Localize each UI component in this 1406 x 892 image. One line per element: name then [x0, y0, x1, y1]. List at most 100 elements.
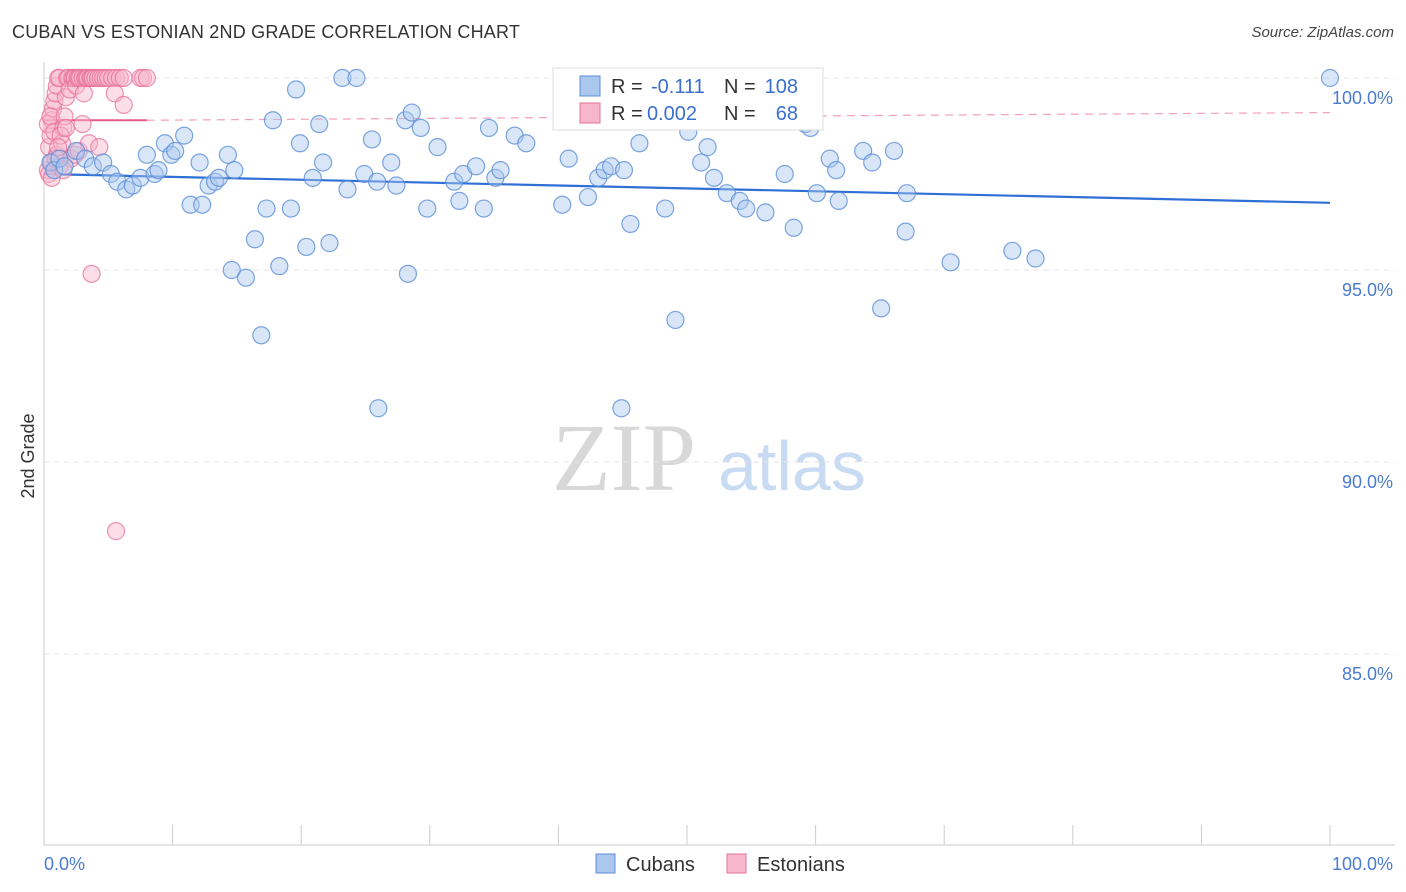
cubans-point-61: [466, 157, 486, 176]
cubans-point-94: [829, 191, 848, 210]
estonians-point-64: [82, 264, 101, 283]
x-tick-label-max: 100.0%: [1332, 854, 1393, 874]
estonians-point-59: [73, 114, 92, 134]
cubans-point-105: [1320, 68, 1340, 88]
cubans-point-28: [222, 260, 241, 280]
cubans-point-76: [621, 214, 640, 234]
stats-swatch-cubans: [579, 75, 601, 97]
chart-title: CUBAN VS ESTONIAN 2ND GRADE CORRELATION …: [12, 22, 521, 42]
estonians-point-63: [114, 95, 133, 114]
estonians-point-31: [74, 84, 93, 103]
estonians-point-66: [49, 138, 68, 157]
source-label: Source: ZipAtlas.com: [1251, 24, 1394, 41]
cubans-point-97: [863, 153, 882, 172]
grid-lines: [44, 77, 1395, 655]
cubans-point-77: [630, 134, 649, 153]
cubans-point-40: [310, 114, 329, 134]
cubans-point-89: [784, 218, 803, 237]
estonians-point-55: [56, 118, 75, 138]
cubans-point-33: [263, 111, 283, 130]
stats-swatch-estonians: [579, 102, 601, 124]
stats-r-label-cubans: R =: [611, 76, 643, 98]
cubans-point-37: [290, 134, 310, 153]
cubans-point-16: [155, 134, 174, 153]
estonians-point-18: [55, 107, 74, 126]
watermark-zip: ZIP: [552, 404, 696, 511]
estonians-point-61: [90, 138, 109, 157]
cubans-point-12: [131, 168, 150, 187]
cubans-point-74: [612, 399, 631, 418]
cubans-point-21: [190, 153, 209, 172]
cubans-point-5: [76, 149, 95, 168]
cubans-point-50: [387, 176, 406, 195]
cubans-point-88: [775, 164, 794, 184]
data-points: [38, 68, 1340, 541]
cubans-point-49: [382, 153, 401, 172]
estonians-point-45: [106, 68, 126, 88]
legend-label-cubans: Cubans: [626, 854, 695, 876]
cubans-point-98: [872, 299, 891, 318]
stats-r-label-estonians: R =: [611, 103, 643, 125]
cubans-point-70: [578, 187, 598, 207]
legend-swatch-estonians: [726, 853, 747, 874]
y-tick-label-2: 90.0%: [1342, 472, 1393, 492]
cubans-point-86: [737, 199, 756, 218]
stats-r-value-cubans: -0.111: [651, 76, 705, 98]
estonians-point-65: [106, 522, 126, 541]
legend-label-estonians: Estonians: [757, 854, 845, 876]
cubans-point-19: [175, 126, 194, 145]
cubans-point-41: [313, 153, 333, 172]
cubans-point-15: [149, 161, 168, 180]
cubans-point-47: [362, 130, 382, 149]
cubans-point-34: [270, 257, 289, 276]
stats-n-value-cubans: 108: [765, 76, 798, 98]
cubans-point-65: [491, 161, 510, 180]
cubans-point-53: [398, 264, 418, 283]
y-tick-label-3: 85.0%: [1342, 664, 1393, 684]
cubans-point-56: [428, 138, 447, 157]
y-tick-labels: 100.0% 95.0% 90.0% 85.0%: [1332, 88, 1393, 684]
estonians-point-47: [114, 68, 133, 88]
estonians-point-50: [137, 68, 156, 88]
cubans-point-48: [367, 172, 387, 191]
stats-box: R = -0.111 N = 108 R = 0.002 N = 68: [552, 67, 824, 131]
cubans-point-29: [236, 268, 256, 287]
cubans-point-63: [479, 118, 499, 138]
cubans-point-59: [450, 191, 469, 210]
cubans-point-11: [123, 176, 142, 195]
cubans-point-25: [209, 168, 228, 187]
stats-n-value-estonians: 68: [776, 103, 798, 125]
cubans-point-18: [166, 141, 185, 161]
cubans-point-39: [303, 168, 322, 187]
watermark-atlas: atlas: [718, 427, 866, 505]
y-tick-label-0: 100.0%: [1332, 88, 1393, 108]
cubans-point-36: [286, 80, 306, 99]
stats-n-label-estonians: N =: [724, 103, 756, 125]
cubans-point-1: [45, 161, 64, 180]
stats-n-label-cubans: N =: [724, 76, 756, 98]
cubans-point-32: [257, 199, 276, 218]
cubans-point-102: [941, 253, 960, 272]
cubans-point-75: [614, 161, 634, 180]
cubans-point-101: [896, 222, 915, 241]
cubans-point-30: [245, 230, 265, 249]
y-tick-label-1: 95.0%: [1342, 280, 1393, 300]
cubans-point-87: [756, 203, 775, 222]
stats-r-value-estonians: 0.002: [647, 103, 697, 125]
axes: [43, 62, 1395, 846]
cubans-point-79: [666, 310, 685, 330]
cubans-point-81: [692, 153, 711, 172]
cubans-point-31: [252, 326, 271, 345]
cubans-point-69: [559, 149, 578, 168]
cubans-point-62: [474, 199, 493, 218]
cubans-trend-line: [43, 172, 1331, 204]
estonians-point-6: [46, 84, 65, 103]
cubans-point-57: [369, 399, 388, 418]
cubans-point-95: [827, 161, 846, 180]
cubans-point-78: [656, 199, 675, 218]
cubans-point-104: [1026, 249, 1045, 268]
cubans-point-52: [402, 103, 421, 122]
cubans-point-54: [411, 118, 430, 138]
cubans-point-27: [225, 161, 244, 180]
